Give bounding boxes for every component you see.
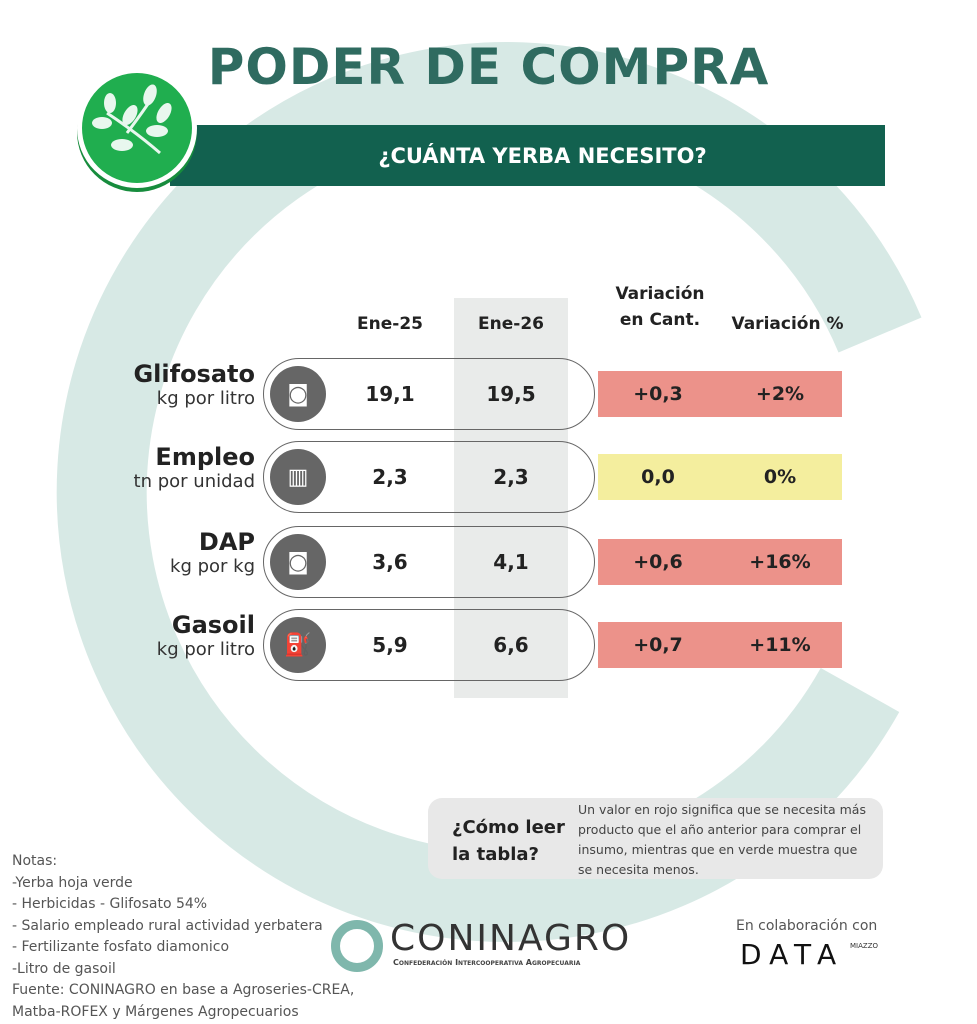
item-name: Gasoil xyxy=(171,611,255,639)
fertilizer-bag-icon: ◙ xyxy=(270,534,326,590)
coninagro-name: CONINAGRO xyxy=(390,918,632,959)
note-line: - Fertilizante fosfato diamonico xyxy=(12,939,230,955)
briefcase-icon: ▥ xyxy=(270,449,326,505)
subtitle-banner: ¿CUÁNTA YERBA NECESITO? xyxy=(170,125,885,186)
value-ene26: 4,1 xyxy=(493,550,529,574)
row-label: Gasoil kg por litro xyxy=(40,611,255,660)
var-pct: +16% xyxy=(749,551,811,573)
col-header-ene26: Ene-26 xyxy=(478,314,544,334)
note-line: Notas: xyxy=(12,853,58,869)
row-label: Empleo tn por unidad xyxy=(40,443,255,492)
col-header-ene25: Ene-25 xyxy=(357,314,423,334)
herbicide-bag-icon: ◙ xyxy=(270,366,326,422)
fuel-pump-icon: ⛽ xyxy=(270,617,326,673)
table-row xyxy=(263,609,595,681)
note-line: Matba-ROFEX y Márgenes Agropecuarios xyxy=(12,1003,299,1020)
table-row xyxy=(263,358,595,430)
how-to-read-box: ¿Cómo leer la tabla? Un valor en rojo si… xyxy=(428,798,883,879)
var-pct: +2% xyxy=(755,383,805,405)
col-header-line: Variación xyxy=(615,284,705,304)
value-ene25: 2,3 xyxy=(372,465,408,489)
notes: Notas: -Yerba hoja verde - Herbicidas - Gl… xyxy=(12,851,354,1023)
row-label: Glifosato kg por litro xyxy=(40,360,255,409)
var-cant: +0,3 xyxy=(633,383,683,405)
data-brand: DATA xyxy=(740,938,845,971)
item-name: DAP xyxy=(198,528,255,556)
variation-bar: +0,7 +11% xyxy=(598,622,842,668)
col-header-var-cant: Variación en Cant. xyxy=(600,284,720,330)
help-question: la tabla? xyxy=(452,844,539,865)
table-row xyxy=(263,526,595,598)
table-row xyxy=(263,441,595,513)
value-ene25: 19,1 xyxy=(365,382,415,406)
item-unit: tn por unidad xyxy=(133,471,255,492)
help-question: ¿Cómo leer xyxy=(452,817,565,838)
yerba-leaf-icon xyxy=(77,68,197,188)
var-cant: +0,6 xyxy=(633,551,683,573)
note-line: - Herbicidas - Glifosato 54% xyxy=(12,896,208,912)
var-cant: +0,7 xyxy=(633,634,683,656)
help-text: Un valor en rojo significa que se necesi… xyxy=(578,802,866,877)
coninagro-tagline: Confederación Intercooperativa Agropecua… xyxy=(393,958,581,967)
item-unit: kg por kg xyxy=(170,556,255,577)
var-pct: +11% xyxy=(749,634,811,656)
note-line: -Yerba hoja verde xyxy=(12,874,133,891)
value-ene26: 2,3 xyxy=(493,465,529,489)
item-unit: kg por litro xyxy=(156,388,255,409)
value-ene26: 19,5 xyxy=(486,382,536,406)
coninagro-logo-icon xyxy=(331,920,383,972)
value-ene26: 6,6 xyxy=(493,633,529,657)
value-ene25: 3,6 xyxy=(372,550,408,574)
variation-bar: +0,6 +16% xyxy=(598,539,842,585)
value-ene25: 5,9 xyxy=(372,633,408,657)
col-header-line: en Cant. xyxy=(619,310,701,330)
page-title: PODER DE COMPRA xyxy=(207,38,770,96)
note-line: Fuente: CONINAGRO en base a Agroseries-C… xyxy=(12,982,355,998)
item-name: Glifosato xyxy=(133,360,255,388)
note-line: -Litro de gasoil xyxy=(12,960,116,977)
col-header-var-pct: Variación % xyxy=(731,314,844,334)
data-brand-sup: MIAZZO xyxy=(850,942,878,950)
ene26-column-highlight xyxy=(454,298,568,698)
var-pct: 0% xyxy=(763,466,797,488)
var-cant: 0,0 xyxy=(641,466,675,488)
note-line: - Salario empleado rural actividad yerba… xyxy=(12,917,323,934)
item-name: Empleo xyxy=(155,443,255,471)
item-unit: kg por litro xyxy=(156,639,255,660)
variation-bar: 0,0 0% xyxy=(598,454,842,500)
row-label: DAP kg por kg xyxy=(40,528,255,577)
collab-label: En colaboración con xyxy=(736,918,878,934)
variation-bar: +0,3 +2% xyxy=(598,371,842,417)
